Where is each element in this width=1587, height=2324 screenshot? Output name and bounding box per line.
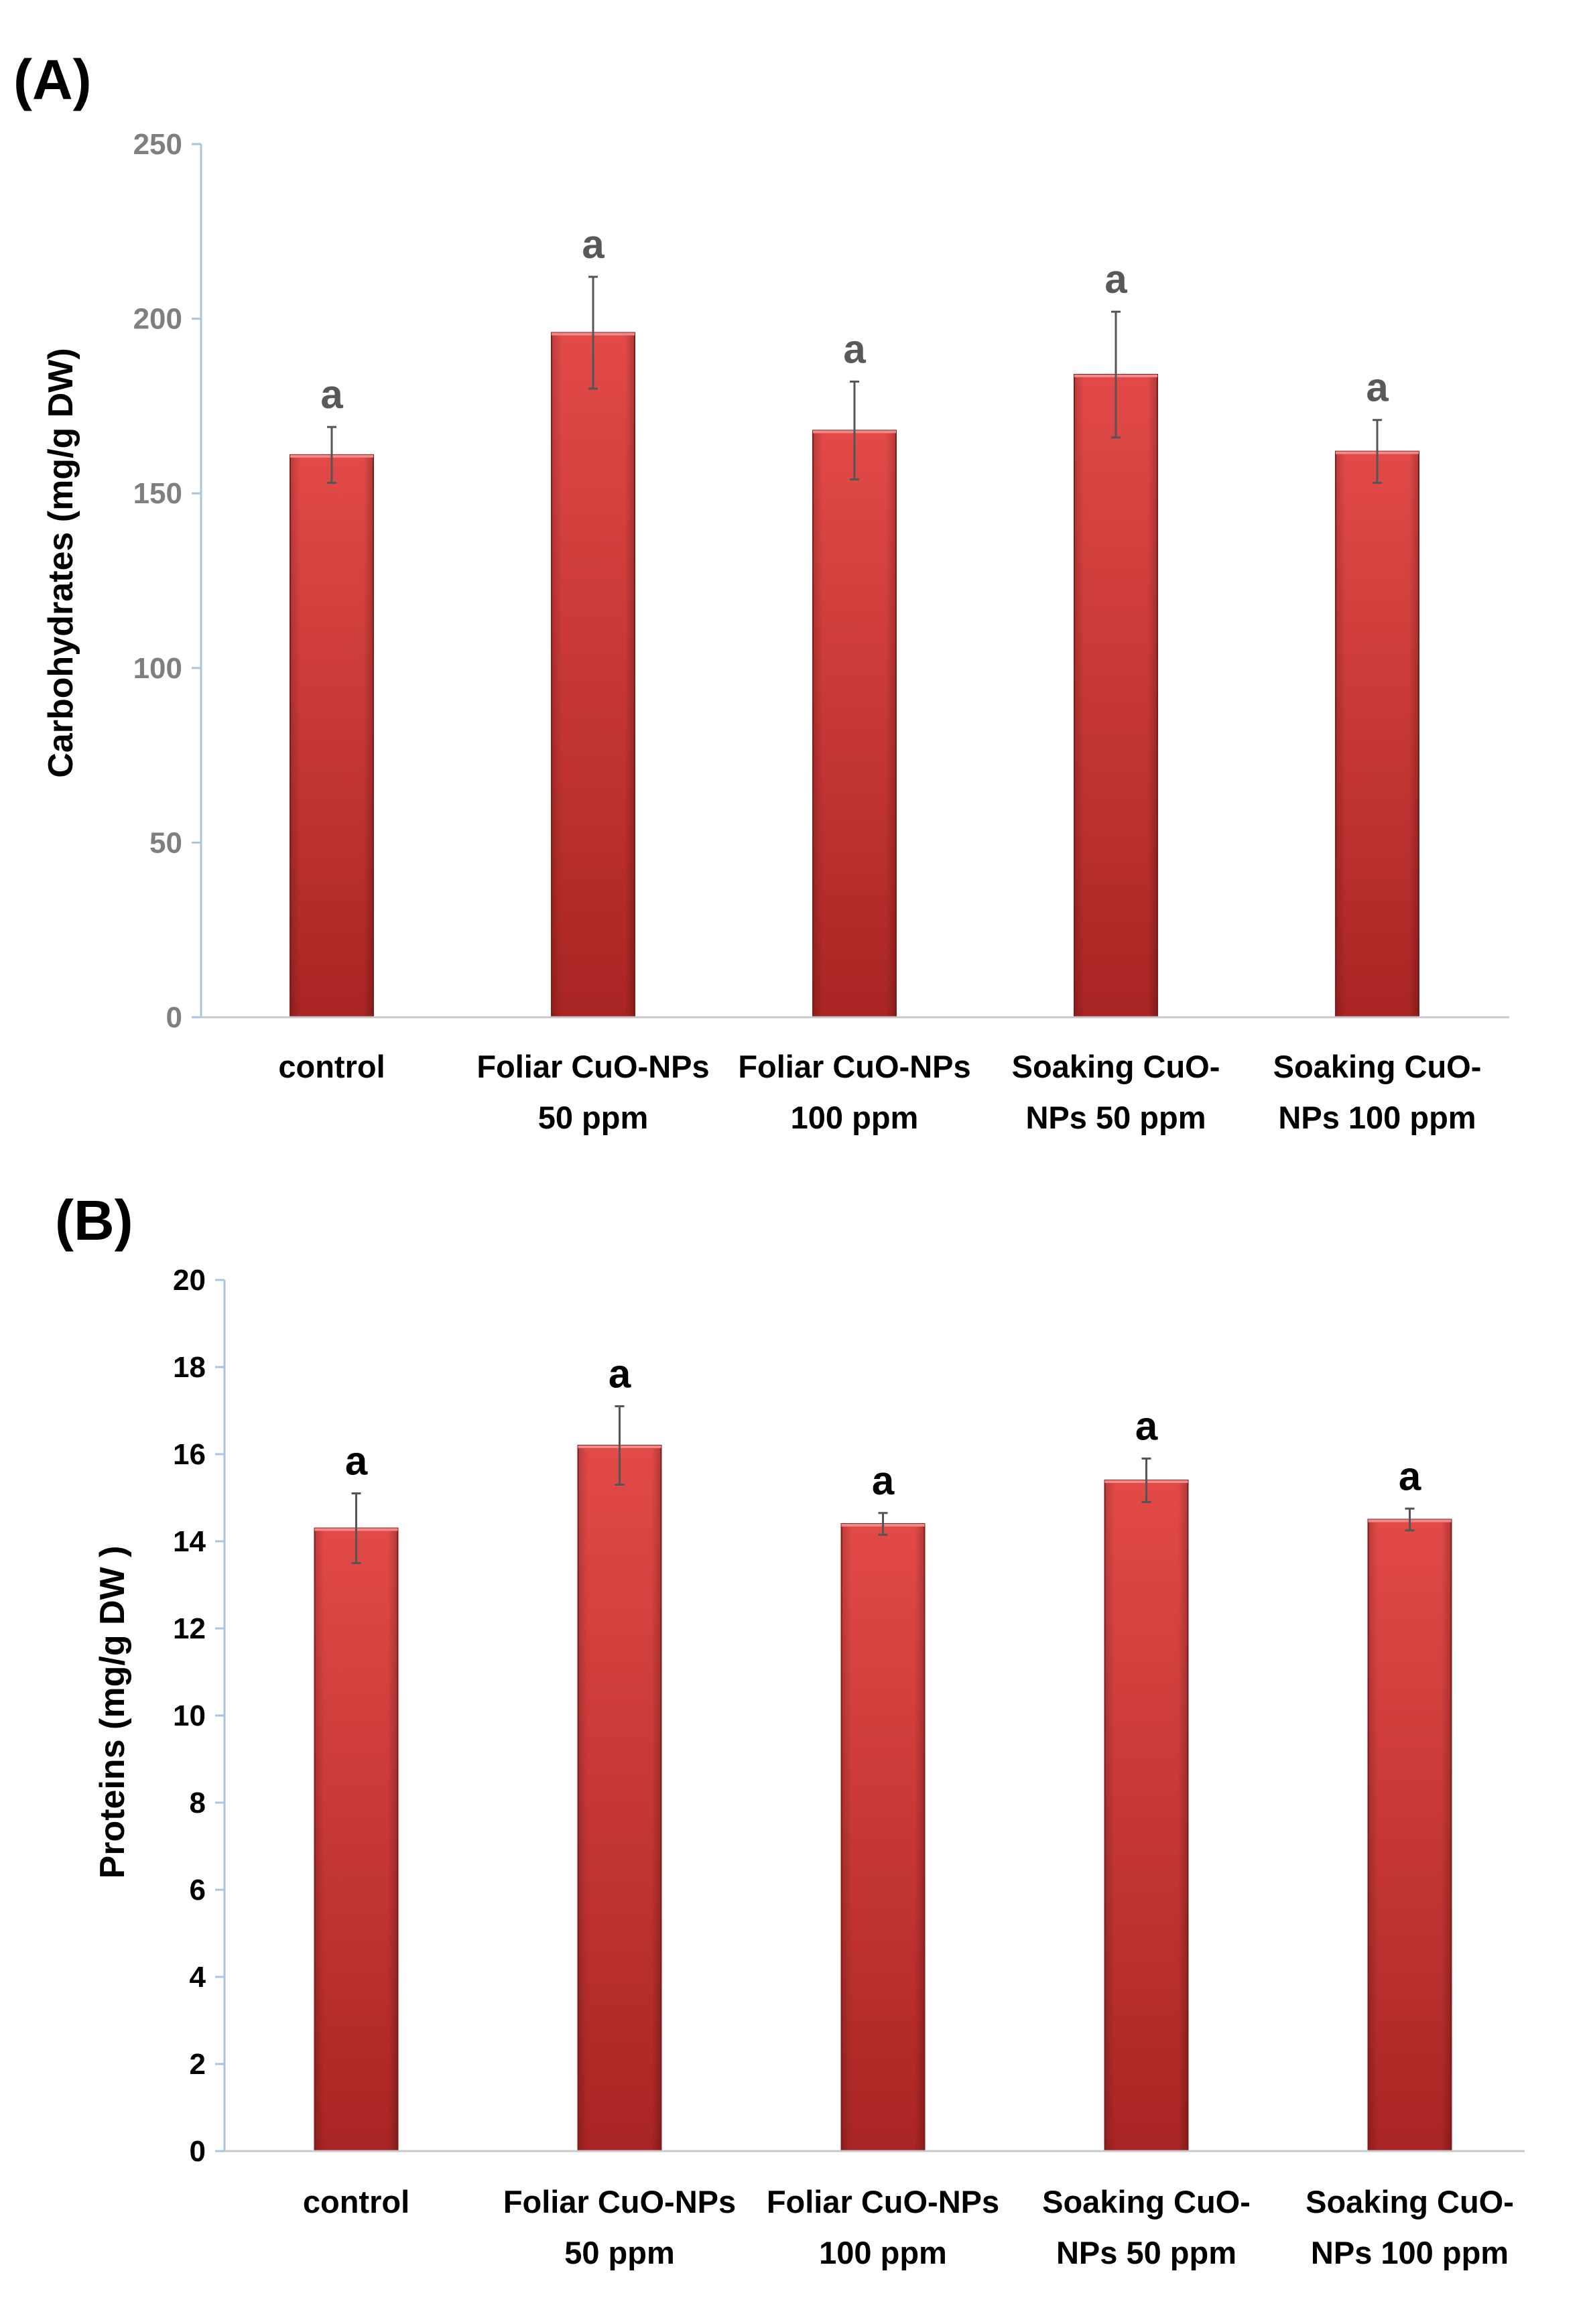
bar-shading-a xyxy=(290,454,373,1017)
y-axis-ticks-b: 0 2 4 6 8 10 12 14 16 18 20 xyxy=(173,1264,225,2168)
x-category-label-b: 50 ppm xyxy=(564,2235,675,2270)
chart-panel-b: (B) Proteins (mg/g DW ) 0 2 4 6 8 10 12 14 16 18 2… xyxy=(55,1189,1525,2270)
y-tick-label-b: 0 xyxy=(190,2135,206,2168)
x-category-label-a: 50 ppm xyxy=(538,1100,649,1135)
significance-label-a: a xyxy=(320,372,343,417)
x-category-label-b: control xyxy=(303,2184,409,2219)
significance-label-b: a xyxy=(1135,1404,1158,1449)
x-axis-categories-b: control Foliar CuO-NPs 50 ppm Foliar CuO-NP… xyxy=(303,2184,1514,2270)
axes-a xyxy=(200,144,1509,1019)
y-tick-label-a: 250 xyxy=(133,128,182,161)
y-tick-label-a: 0 xyxy=(166,1001,182,1034)
y-tick-label-a: 200 xyxy=(133,303,182,336)
y-tick-label-b: 8 xyxy=(190,1787,206,1819)
significance-label-b: a xyxy=(609,1352,631,1397)
x-category-label-a: Foliar CuO-NPs xyxy=(738,1049,970,1084)
significance-label-a: a xyxy=(843,326,866,371)
x-category-label-a: Foliar CuO-NPs xyxy=(477,1049,709,1084)
x-category-label-a: Soaking CuO- xyxy=(1273,1049,1482,1084)
bar-shading-a xyxy=(1336,451,1419,1017)
x-category-label-a: control xyxy=(278,1049,385,1084)
y-tick-label-b: 18 xyxy=(173,1351,206,1384)
y-tick-label-b: 10 xyxy=(173,1699,206,1732)
significance-label-b: a xyxy=(345,1439,368,1484)
x-category-label-b: NPs 50 ppm xyxy=(1056,2235,1236,2270)
chart-panel-a: (A) Carbohydrates (mg/g DW) 0 50 100 150 200… xyxy=(13,48,1509,1135)
axes-b xyxy=(223,1280,1525,2152)
y-tick-label-b: 2 xyxy=(190,2048,206,2081)
bar-shading-a xyxy=(552,332,635,1017)
y-tick-label-b: 12 xyxy=(173,1612,206,1645)
panel-label-b: (B) xyxy=(55,1189,133,1252)
x-category-label-b: NPs 100 ppm xyxy=(1311,2235,1509,2270)
y-tick-label-b: 6 xyxy=(190,1874,206,1907)
significance-label-b: a xyxy=(1399,1454,1421,1498)
x-category-label-b: Foliar CuO-NPs xyxy=(767,2184,999,2219)
bar-series-b: a a a a a xyxy=(314,1352,1452,2152)
bar-shading-a xyxy=(1074,374,1157,1017)
y-axis-title-a: Carbohydrates (mg/g DW) xyxy=(42,348,80,777)
significance-label-a: a xyxy=(582,222,605,267)
bar-shading-b xyxy=(841,1524,925,2151)
significance-label-a: a xyxy=(1366,365,1389,410)
significance-label-b: a xyxy=(872,1458,895,1503)
bar-shading-b xyxy=(1368,1519,1452,2151)
y-tick-label-b: 4 xyxy=(190,1961,206,1994)
y-tick-label-b: 16 xyxy=(173,1438,206,1471)
bar-shading-a xyxy=(813,430,896,1017)
y-tick-label-a: 150 xyxy=(133,477,182,510)
significance-label-a: a xyxy=(1104,257,1127,302)
x-category-label-b: Soaking CuO- xyxy=(1306,2184,1514,2219)
x-category-label-a: NPs 100 ppm xyxy=(1278,1100,1476,1135)
x-category-label-a: NPs 50 ppm xyxy=(1025,1100,1206,1135)
bar-shading-b xyxy=(1104,1480,1188,2151)
y-tick-label-a: 100 xyxy=(133,652,182,685)
x-category-label-b: Foliar CuO-NPs xyxy=(503,2184,736,2219)
y-axis-ticks-a: 0 50 100 150 200 250 xyxy=(133,128,201,1034)
x-category-label-a: 100 ppm xyxy=(791,1100,919,1135)
bar-shading-b xyxy=(578,1445,661,2151)
x-category-label-b: 100 ppm xyxy=(819,2235,947,2270)
y-tick-label-a: 50 xyxy=(149,826,182,859)
bar-shading-b xyxy=(314,1528,398,2151)
panel-label-a: (A) xyxy=(13,48,92,111)
x-category-label-b: Soaking CuO- xyxy=(1042,2184,1251,2219)
bar-series-a: a a a a a xyxy=(290,222,1419,1018)
x-category-label-a: Soaking CuO- xyxy=(1012,1049,1220,1084)
x-axis-categories-a: control Foliar CuO-NPs 50 ppm Foliar CuO-NP… xyxy=(278,1049,1481,1135)
y-tick-label-b: 20 xyxy=(173,1264,206,1297)
y-tick-label-b: 14 xyxy=(173,1525,206,1558)
y-axis-title-b: Proteins (mg/g DW ) xyxy=(93,1546,132,1879)
